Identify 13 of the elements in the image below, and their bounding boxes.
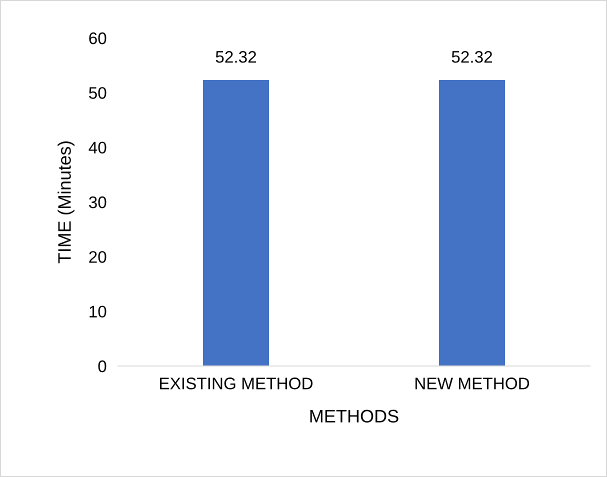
data-label: 52.32	[216, 51, 256, 63]
y-axis-title: TIME (Minutes)	[58, 141, 74, 264]
y-tick-label: 10	[90, 306, 106, 318]
x-axis-title: METHODS	[310, 410, 398, 423]
y-tick-label: 20	[89, 251, 106, 263]
x-tick-label: NEW METHOD	[416, 378, 530, 390]
x-tick-label: EXISTING METHOD	[160, 378, 313, 390]
y-tick-label: 50	[89, 87, 106, 99]
y-tick-label: 60	[89, 32, 106, 44]
y-tick-label: 40	[88, 142, 106, 154]
y-tick-label: 0	[98, 360, 106, 372]
y-tick-label: 30	[88, 196, 106, 208]
data-label: 52.32	[452, 51, 492, 63]
